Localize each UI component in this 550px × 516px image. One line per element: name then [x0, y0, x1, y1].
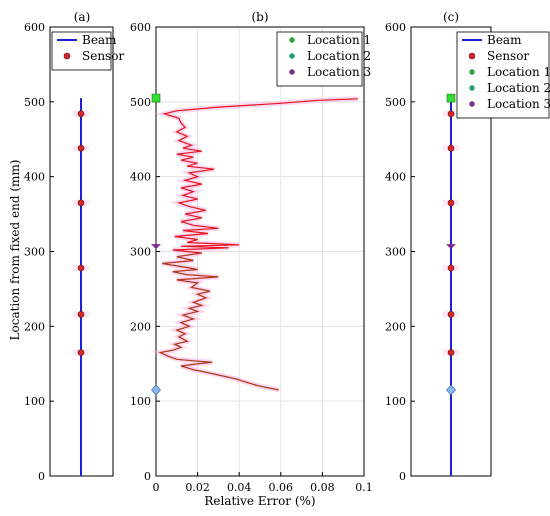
y-tick-label: 100 [130, 395, 151, 408]
legend-label: Beam [82, 33, 117, 47]
legend-swatch [289, 37, 295, 43]
legend-label: Sensor [487, 49, 529, 63]
y-tick-label: 500 [130, 96, 151, 109]
sensor-marker [77, 199, 85, 207]
y-tick-label: 600 [24, 21, 45, 34]
y-axis-label: Location from fixed end (mm) [8, 160, 22, 341]
location-marker [446, 244, 456, 250]
y-tick-label: 300 [385, 246, 406, 259]
legend-label: Location 1 [487, 65, 550, 79]
x-tick-label: 0.08 [310, 481, 335, 494]
panel-b-plot [151, 93, 358, 396]
y-tick-label: 500 [24, 96, 45, 109]
y-tick-label: 400 [130, 171, 151, 184]
x-tick-label: 0.04 [227, 481, 252, 494]
panel-c-plot [443, 93, 459, 476]
legend-swatch [469, 85, 475, 91]
legend-swatch [469, 101, 475, 107]
panel-a: (a) 0 100 200 300 400 500 600 Beam Sensor [24, 10, 124, 483]
error-line-lower [158, 252, 279, 391]
y-tick-label: 0 [38, 470, 45, 483]
legend-swatch [468, 52, 476, 60]
y-tick-label: 500 [385, 96, 406, 109]
location-marker [446, 93, 456, 103]
y-tick-label: 600 [130, 21, 151, 34]
legend-label: Location 2 [307, 49, 371, 63]
y-tick-label: 300 [130, 246, 151, 259]
legend-swatch [289, 53, 295, 59]
panel-b-x-ticks: 0 0.02 0.04 0.06 0.08 0.1 [153, 472, 373, 494]
x-tick-label: 0.02 [185, 481, 210, 494]
sensor-marker [77, 110, 85, 118]
panel-c: (c) 0 100 200 300 400 500 600 Beam Sensor Locati… [385, 10, 550, 483]
legend-swatch [469, 69, 475, 75]
y-tick-label: 200 [130, 320, 151, 333]
panel-a-title: (a) [74, 10, 91, 24]
location-marker [151, 384, 161, 396]
sensor-marker [447, 349, 455, 356]
legend-label: Sensor [82, 49, 124, 63]
sensor-marker [447, 264, 455, 272]
y-tick-label: 400 [385, 171, 406, 184]
legend-box [51, 31, 112, 71]
sensor-marker [77, 264, 85, 272]
panel-b-legend: Location 1 Location 2 Location 3 [276, 31, 371, 87]
x-axis-label: Relative Error (%) [204, 494, 315, 508]
panel-b: (b) 0 100 200 300 400 500 600 0 0.02 0.04 0.06 0.0… [130, 10, 373, 508]
y-tick-label: 0 [399, 470, 406, 483]
panel-c-y-ticks: 0 100 200 300 400 500 600 [385, 21, 415, 483]
sensor-marker [77, 144, 85, 152]
location-marker [151, 244, 161, 250]
y-tick-label: 100 [24, 395, 45, 408]
legend-label: Beam [487, 33, 522, 47]
y-tick-label: 0 [144, 470, 151, 483]
sensor-marker [447, 110, 455, 118]
legend-label: Location 3 [307, 65, 371, 79]
legend-label: Location 3 [487, 97, 550, 111]
x-tick-label: 0.1 [355, 481, 373, 494]
panel-c-legend: Beam Sensor Location 1 Location 2 Location 3 [456, 31, 550, 119]
y-tick-label: 600 [385, 21, 406, 34]
x-tick-label: 0 [153, 481, 160, 494]
legend-swatch [63, 52, 71, 60]
error-line-halo [151, 96, 358, 393]
y-tick-label: 100 [385, 395, 406, 408]
panel-a-y-ticks: 0 100 200 300 400 500 600 [24, 21, 54, 483]
x-tick-label: 0.06 [269, 481, 294, 494]
y-tick-label: 200 [24, 320, 45, 333]
sensor-marker [447, 144, 455, 152]
panel-b-title: (b) [251, 10, 268, 24]
sensor-marker [447, 199, 455, 207]
sensor-marker [77, 349, 85, 356]
sensor-marker [447, 311, 455, 318]
panel-a-plot [73, 98, 89, 476]
location-marker [151, 93, 161, 103]
legend-label: Location 1 [307, 33, 371, 47]
location-marker [446, 384, 456, 396]
panel-c-title: (c) [443, 10, 459, 24]
panel-b-y-ticks: 0 100 200 300 400 500 600 [130, 21, 160, 483]
sensor-marker [77, 311, 85, 318]
y-tick-label: 200 [385, 320, 406, 333]
y-tick-label: 400 [24, 171, 45, 184]
y-tick-label: 300 [24, 246, 45, 259]
legend-swatch [289, 69, 295, 75]
panel-a-legend: Beam Sensor [51, 31, 124, 71]
legend-label: Location 2 [487, 81, 550, 95]
